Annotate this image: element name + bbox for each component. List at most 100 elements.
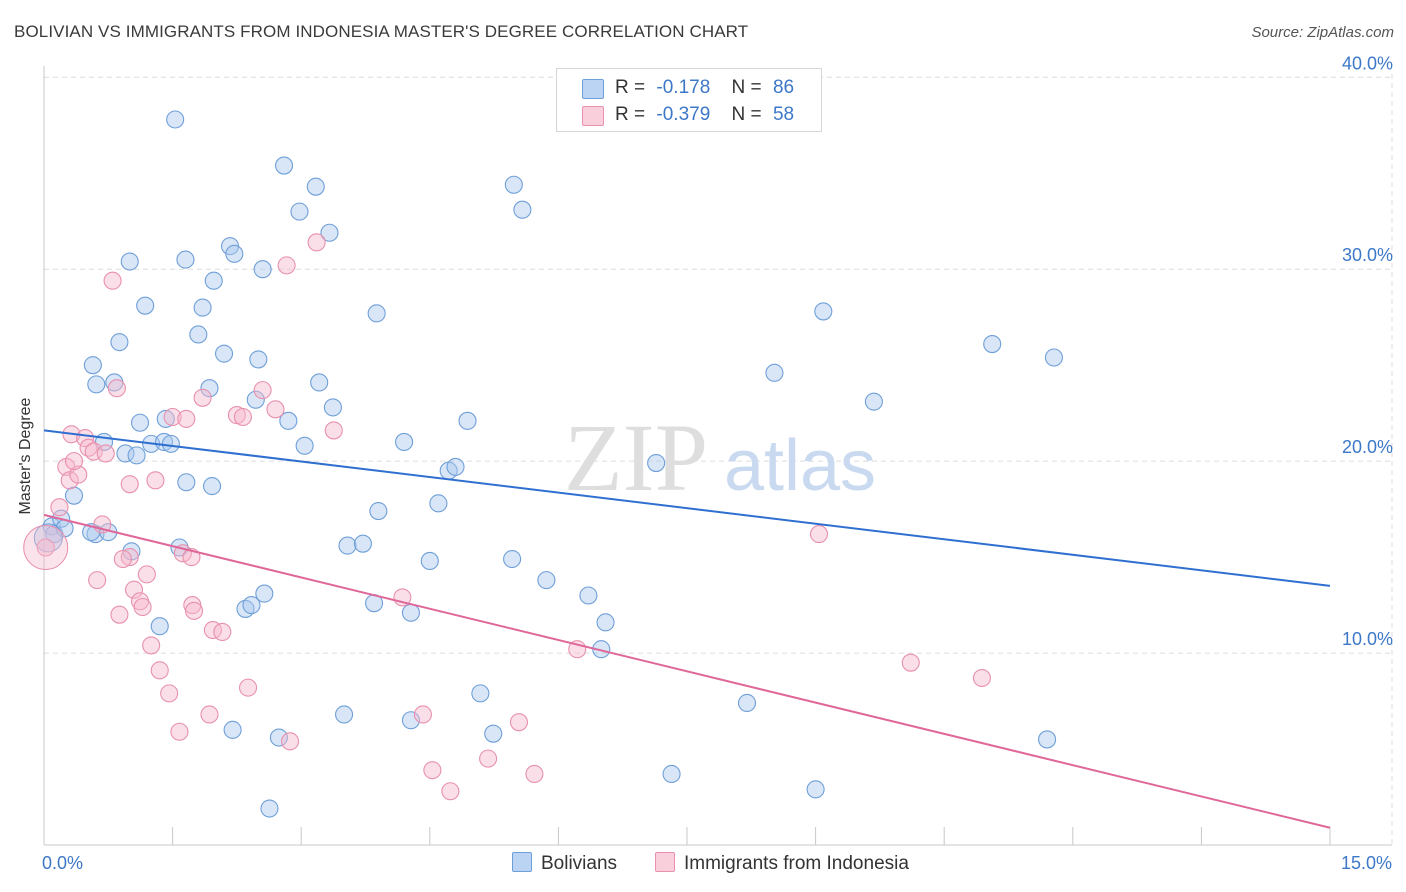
data-point-bolivians [323,398,342,417]
data-point-indonesia [103,271,122,290]
data-point-bolivians [136,296,155,315]
data-point-bolivians [202,477,222,496]
data-point-bolivians [484,724,503,743]
data-point-indonesia [901,653,920,672]
legend-swatch-blue [582,79,604,99]
data-point-bolivians [458,411,477,430]
bottom-legend-label: Bolivians [541,853,618,874]
data-point-indonesia [160,684,179,703]
data-point-bolivians [242,596,261,615]
axes [43,66,1392,846]
data-point-indonesia [50,498,69,517]
data-point-bolivians [295,436,314,455]
data-point-bolivians [130,413,150,432]
y-tick-label: 20.0% [1342,437,1393,457]
data-point-bolivians [204,271,223,290]
data-point-indonesia [200,705,219,724]
bottom-legend-bolivians: Bolivians [512,852,617,875]
data-point-bolivians [737,693,757,713]
data-point-bolivians [279,411,298,430]
data-point-bolivians [260,799,279,818]
data-point-bolivians [1044,348,1063,367]
data-point-indonesia [120,548,139,567]
data-point-indonesia [107,379,126,398]
cluster-bubble-indonesia [23,525,69,571]
data-point-bolivians [161,434,180,453]
y-tick-label: 10.0% [1342,629,1393,649]
legend-r-label: R = [615,77,646,98]
legend-r-value: -0.178 [656,77,711,98]
data-point-bolivians [513,200,532,219]
data-point-bolivians [64,486,84,505]
data-point-indonesia [142,636,161,655]
data-point-indonesia [137,565,156,584]
data-point-bolivians [290,202,309,221]
y-tick-label: 40.0% [1342,53,1393,73]
data-point-bolivians [127,446,146,465]
data-point-bolivians [401,711,420,730]
data-point-indonesia [76,429,95,448]
data-point-indonesia [479,749,498,768]
trend-lines [43,429,1331,829]
source-label: Source: ZipAtlas.com [1251,24,1394,41]
chart-title: BOLIVIAN VS IMMIGRANTS FROM INDONESIA MA… [14,22,749,41]
data-point-indonesia [307,233,326,252]
data-point-indonesia [110,605,129,624]
data-point-bolivians [864,392,883,411]
data-point-bolivians [320,223,339,242]
indonesia-points [23,233,991,801]
data-point-bolivians [120,252,139,271]
data-point-indonesia [64,452,84,471]
legend-n-value: 86 [772,77,795,98]
correlation-legend: R = -0.178 N = 86 R = -0.379 N = 58 [556,68,822,132]
data-point-bolivians [83,356,102,375]
data-point-bolivians [150,617,169,636]
data-point-indonesia [277,256,296,275]
data-point-indonesia [193,388,212,407]
data-point-bolivians [420,551,439,570]
data-point-indonesia [213,622,232,642]
data-point-bolivians [579,586,598,605]
data-point-bolivians [471,684,490,703]
data-point-bolivians [647,454,666,473]
data-point-indonesia [69,465,88,484]
data-point-bolivians [225,244,244,263]
data-point-bolivians [177,473,196,492]
data-point-bolivians [87,375,106,394]
data-point-bolivians [596,613,615,632]
data-point-indonesia [120,475,139,494]
data-point-bolivians [193,298,212,317]
bottom-legend-swatch-pink [655,852,675,872]
y-tick-label: 30.0% [1342,245,1393,265]
data-point-bolivians [814,302,833,321]
legend-n-value: 58 [772,104,795,125]
data-point-bolivians [806,780,825,799]
data-point-bolivians [246,390,265,409]
data-point-indonesia [133,597,152,617]
data-point-bolivians [335,705,354,724]
data-point-indonesia [238,678,258,697]
bolivians-points [33,110,1063,818]
legend-n-label: N = [731,104,762,125]
data-point-bolivians [110,333,129,352]
data-point-bolivians [503,549,522,569]
data-point-indonesia [184,601,204,620]
data-point-indonesia [281,732,300,751]
data-point-indonesia [253,381,272,400]
data-point-bolivians [166,110,185,129]
watermark-atlas: atlas [724,426,876,506]
data-point-bolivians [662,764,681,784]
data-point-indonesia [509,713,529,732]
data-point-bolivians [249,350,268,369]
data-point-indonesia [441,782,460,801]
data-point-bolivians [189,325,208,344]
legend-swatch-pink [582,106,604,126]
data-point-indonesia [413,705,432,724]
x-tick-label: 0.0% [42,853,83,873]
x-tick-label: 15.0% [1341,853,1392,873]
data-point-indonesia [324,421,343,440]
data-point-indonesia [177,409,196,428]
data-point-indonesia [423,761,442,780]
data-point-bolivians [504,175,523,194]
